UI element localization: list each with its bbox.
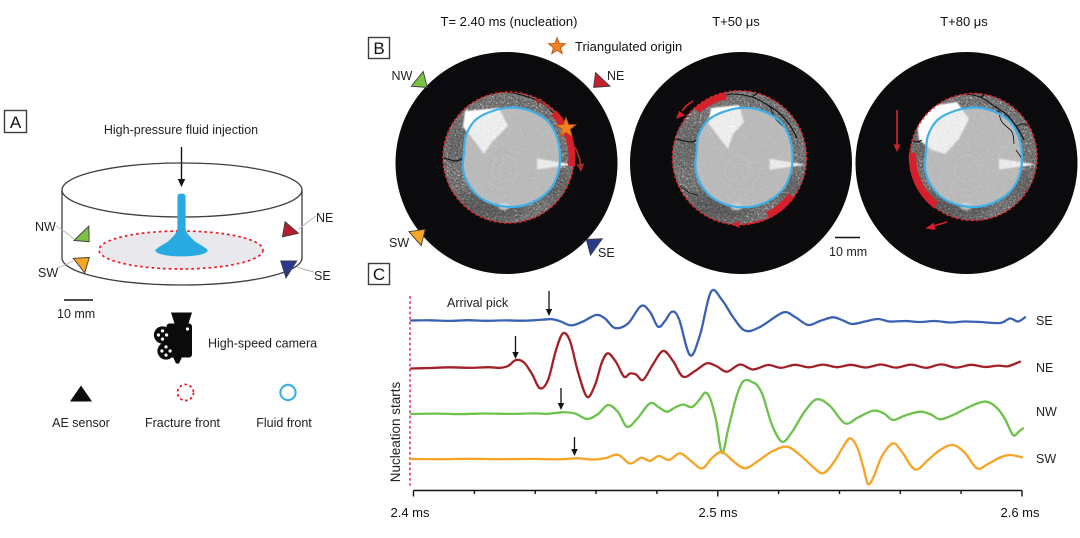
svg-text:10 mm: 10 mm: [829, 245, 867, 259]
svg-text:Fracture front: Fracture front: [145, 416, 221, 430]
svg-text:T+50 μs: T+50 μs: [712, 14, 760, 29]
svg-text:SW: SW: [389, 236, 409, 250]
svg-text:Arrival pick: Arrival pick: [447, 296, 509, 310]
svg-text:B: B: [373, 39, 384, 58]
svg-text:NW: NW: [35, 220, 56, 234]
svg-text:High-pressure fluid injection: High-pressure fluid injection: [104, 123, 258, 137]
svg-text:SE: SE: [314, 269, 331, 283]
svg-text:A: A: [10, 113, 22, 132]
svg-text:Fluid front: Fluid front: [256, 416, 312, 430]
svg-text:2.6 ms: 2.6 ms: [1000, 505, 1040, 520]
svg-text:NE: NE: [316, 211, 333, 225]
svg-text:Triangulated origin: Triangulated origin: [575, 39, 682, 54]
svg-text:2.4 ms: 2.4 ms: [390, 505, 430, 520]
svg-text:10 mm: 10 mm: [57, 307, 95, 321]
svg-text:NE: NE: [1036, 361, 1053, 375]
svg-text:C: C: [373, 265, 385, 284]
svg-text:NW: NW: [392, 69, 413, 83]
svg-text:SW: SW: [38, 266, 58, 280]
svg-text:SW: SW: [1036, 452, 1056, 466]
svg-text:2.5 ms: 2.5 ms: [698, 505, 738, 520]
svg-text:Nucleation starts: Nucleation starts: [388, 381, 403, 482]
svg-text:NE: NE: [607, 69, 624, 83]
svg-text:T= 2.40 ms (nucleation): T= 2.40 ms (nucleation): [441, 14, 578, 29]
svg-text:SE: SE: [1036, 314, 1053, 328]
svg-text:High-speed camera: High-speed camera: [208, 337, 317, 351]
svg-text:NW: NW: [1036, 405, 1057, 419]
svg-text:T+80 μs: T+80 μs: [940, 14, 988, 29]
svg-text:AE sensor: AE sensor: [52, 416, 110, 430]
svg-text:SE: SE: [598, 246, 615, 260]
